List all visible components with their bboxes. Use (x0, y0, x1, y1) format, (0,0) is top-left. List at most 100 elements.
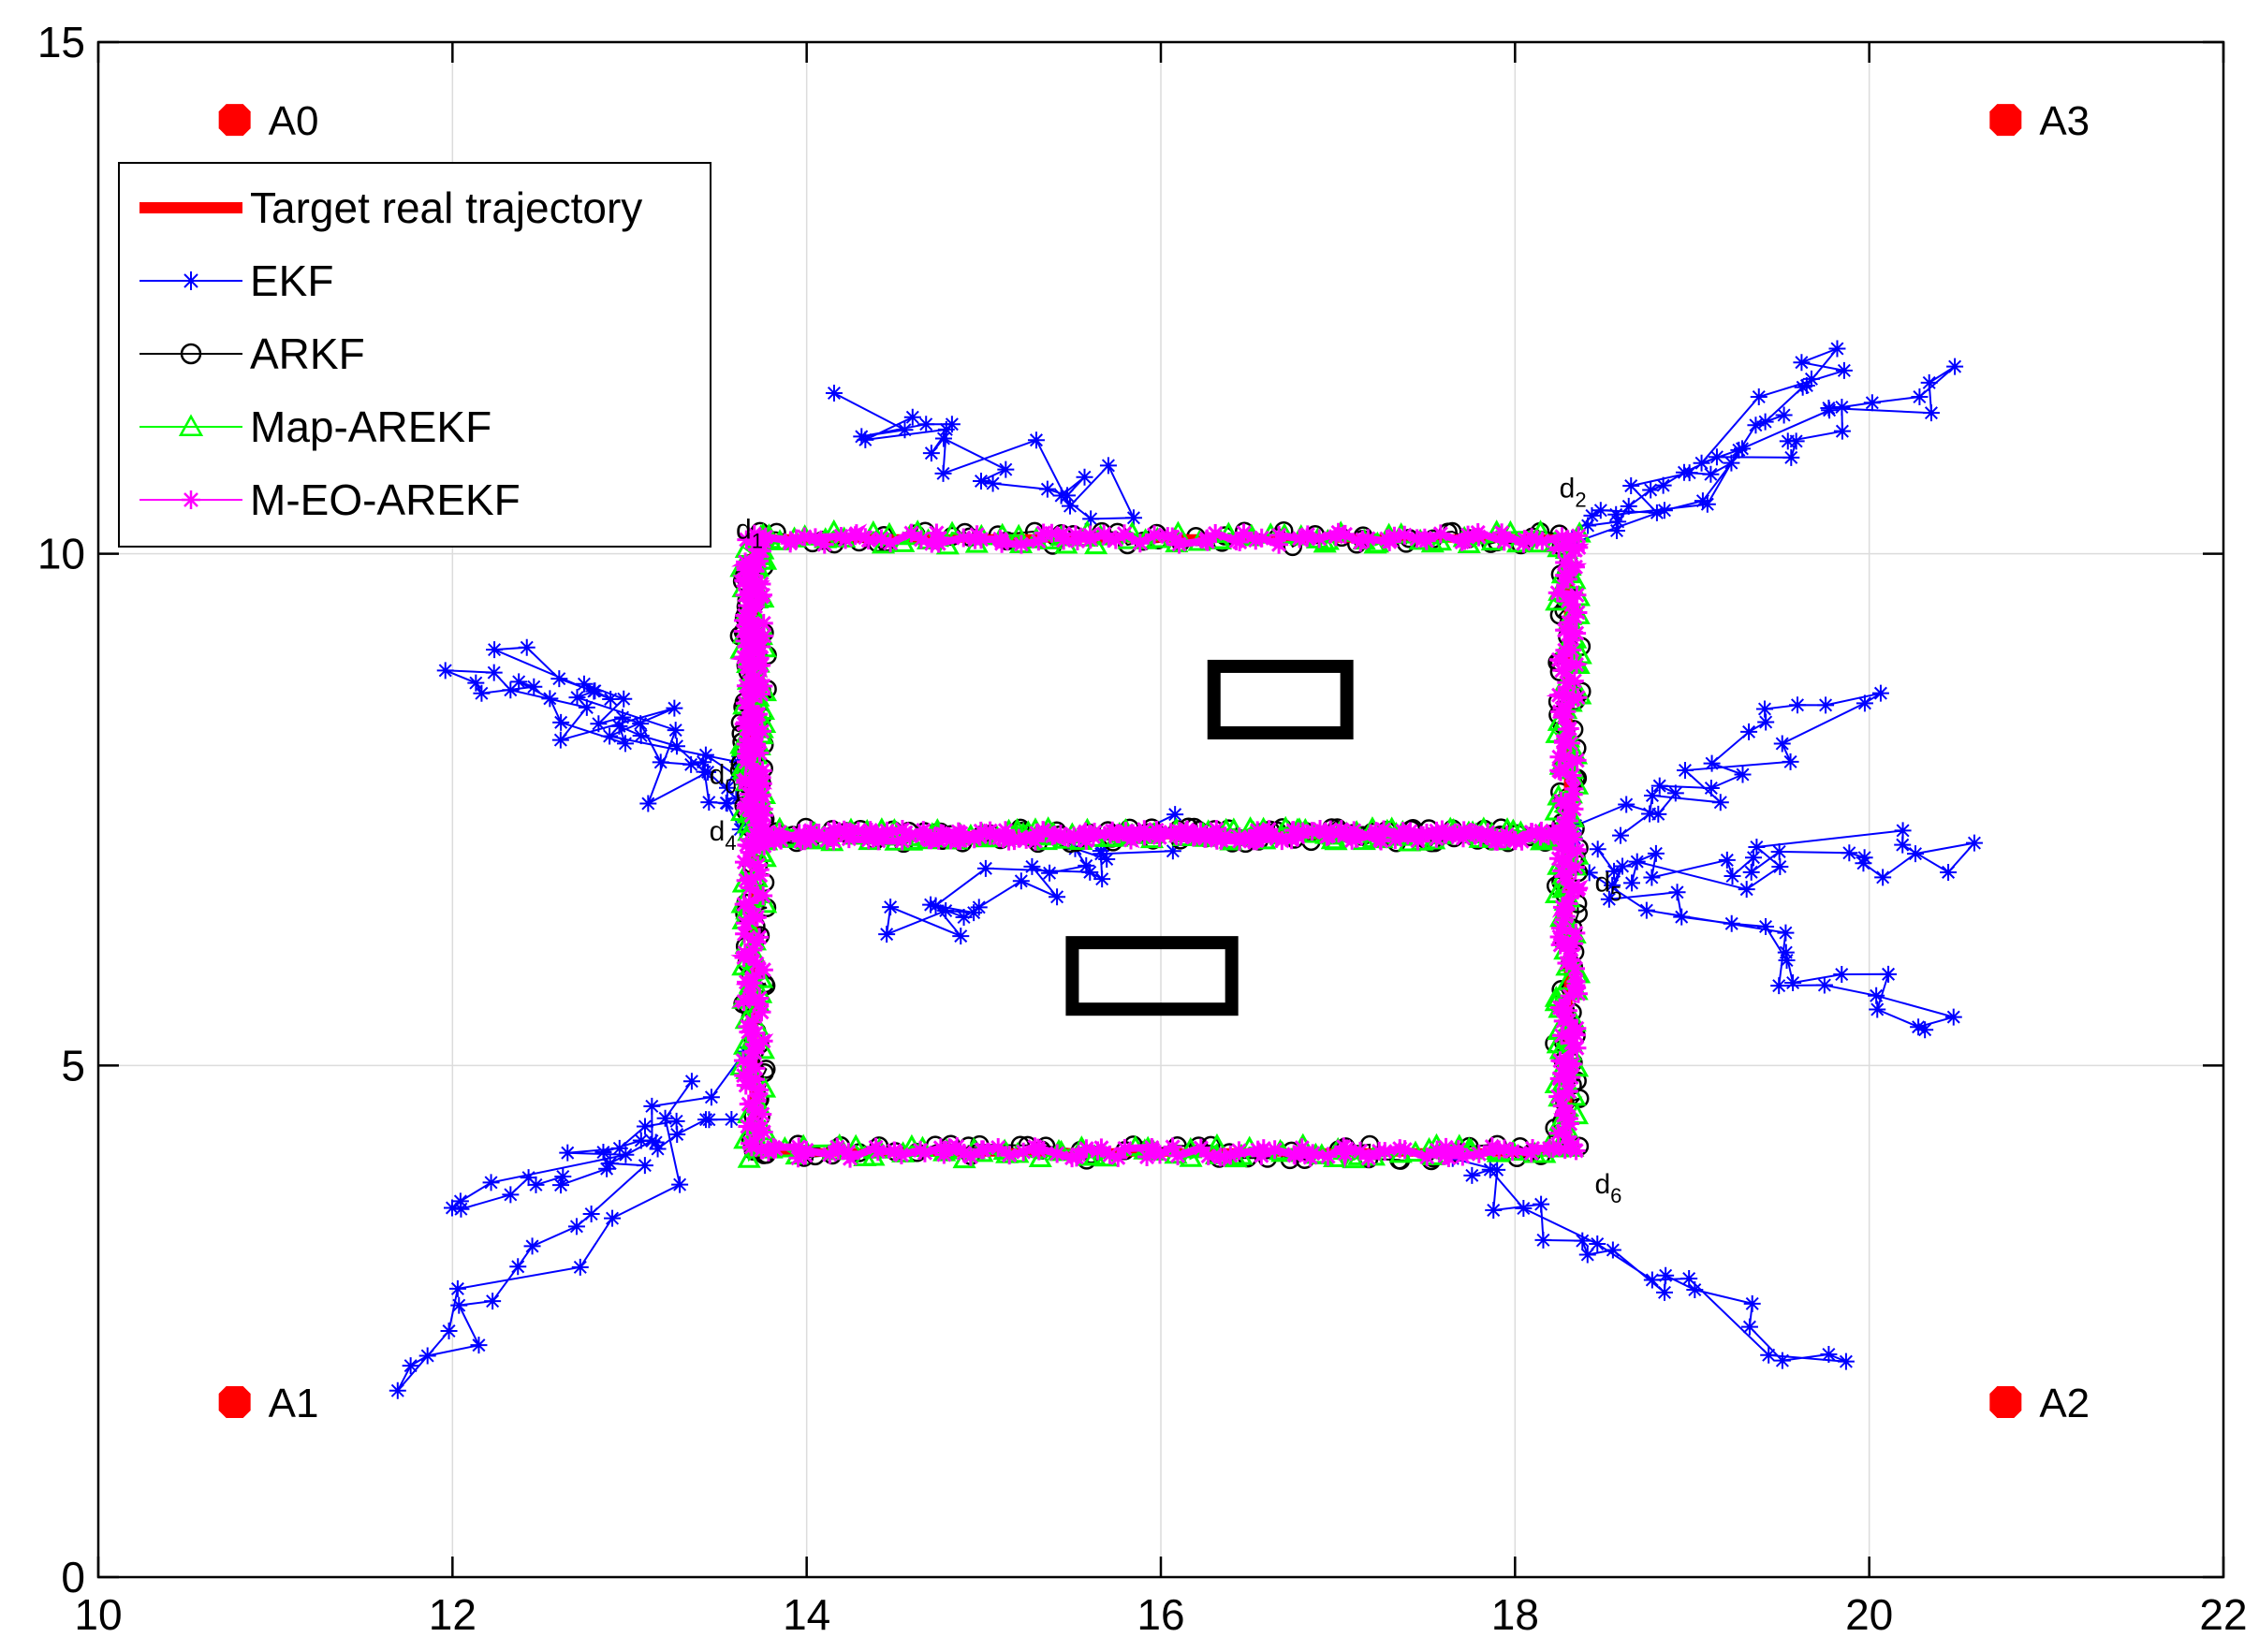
m-eo-arekf-point (1565, 557, 1585, 577)
ekf-point (1076, 468, 1093, 486)
m-eo-arekf-point (1566, 972, 1586, 991)
ekf-point (682, 1073, 700, 1090)
m-eo-arekf-point (1252, 1146, 1271, 1165)
ekf-point (1041, 864, 1059, 882)
ekf-point (1614, 857, 1632, 875)
ekf-point (1166, 806, 1184, 824)
m-eo-arekf-point (747, 907, 767, 927)
m-eo-arekf-point (824, 819, 843, 839)
m-eo-arekf-point (1317, 826, 1337, 846)
legend-entry: EKF (139, 256, 333, 305)
ekf-point (997, 461, 1015, 478)
x-tick-label: 20 (1845, 1590, 1893, 1639)
ekf-point (1907, 845, 1924, 863)
y-tick-label: 15 (37, 18, 85, 66)
ekf-point (1773, 1352, 1791, 1369)
m-eo-arekf-point (1106, 530, 1125, 549)
m-eo-arekf-point (752, 1140, 771, 1160)
m-eo-arekf-point (1568, 688, 1588, 708)
ekf-point (1579, 517, 1597, 534)
m-eo-arekf-point (1092, 1138, 1111, 1158)
m-eo-arekf-point (1564, 799, 1584, 819)
ekf-point (702, 1089, 720, 1106)
ekf-point (1784, 974, 1802, 992)
ekf-point (568, 689, 586, 707)
ekf-point (523, 1237, 541, 1255)
m-eo-arekf-point (746, 734, 766, 753)
m-eo-arekf-point (735, 924, 755, 943)
m-eo-arekf-point (881, 534, 901, 553)
m-eo-arekf-point (989, 1138, 1008, 1158)
m-eo-arekf-point (1377, 529, 1397, 548)
m-eo-arekf-point (753, 529, 772, 548)
m-eo-arekf-point (1566, 923, 1586, 943)
ekf-point (1647, 844, 1665, 862)
m-eo-arekf-point (1495, 1139, 1515, 1159)
m-eo-arekf-point (1284, 1145, 1304, 1164)
ekf-point (1734, 766, 1752, 783)
x-tick-label: 14 (783, 1590, 830, 1639)
m-eo-arekf-point (740, 658, 759, 678)
m-eo-arekf-point (795, 527, 814, 547)
m-eo-arekf-point (737, 636, 756, 656)
m-eo-arekf-point (861, 823, 881, 842)
x-tick-label: 22 (2199, 1590, 2247, 1639)
m-eo-arekf-point (1553, 851, 1573, 870)
m-eo-arekf-point (1555, 747, 1575, 767)
m-eo-arekf-point (845, 526, 865, 546)
ekf-point (1583, 506, 1601, 524)
m-eo-arekf-point (961, 1147, 980, 1166)
m-eo-arekf-point (1553, 1122, 1573, 1142)
ekf-point (1940, 863, 1958, 881)
ekf-point (1703, 754, 1721, 772)
ekf-point (668, 1125, 686, 1143)
ekf-point (440, 1323, 458, 1340)
m-eo-arekf-point (1555, 621, 1575, 640)
ekf-point (1944, 1008, 1962, 1026)
ekf-point (448, 1279, 466, 1297)
m-eo-arekf-point (892, 820, 912, 840)
ekf-point (695, 753, 712, 771)
ekf-point (937, 420, 955, 438)
m-eo-arekf-point (738, 595, 757, 615)
ekf-line (1564, 346, 1845, 548)
m-eo-arekf-point (1495, 829, 1515, 849)
m-eo-arekf-point (1503, 1142, 1522, 1162)
m-eo-arekf-point (814, 534, 834, 554)
m-eo-arekf-point (914, 821, 933, 841)
m-eo-arekf-point (877, 821, 897, 841)
m-eo-arekf-point (1246, 531, 1266, 550)
obstacle (1065, 936, 1239, 1016)
m-eo-arekf-point (739, 698, 758, 718)
m-eo-arekf-point (1417, 1148, 1437, 1167)
m-eo-arekf-point (1566, 958, 1585, 978)
m-eo-arekf-point (739, 576, 758, 595)
m-eo-arekf-point (739, 1094, 758, 1114)
m-eo-arekf-point (1521, 823, 1541, 842)
ekf-point (1124, 509, 1142, 527)
ekf-point (934, 430, 952, 447)
ekf-point (1833, 422, 1851, 440)
ekf-point (1793, 354, 1811, 372)
anchor-marker (1989, 1386, 2022, 1419)
m-eo-arekf-point (737, 835, 756, 855)
m-eo-arekf-point (1065, 525, 1085, 545)
ekf-point (1589, 1235, 1606, 1252)
m-eo-arekf-point (1408, 831, 1428, 851)
m-eo-arekf-point (1358, 529, 1378, 548)
m-eo-arekf-point (1552, 527, 1572, 547)
ekf-point (1789, 696, 1807, 714)
ekf-point (632, 1132, 650, 1149)
ekf-point (1782, 753, 1799, 770)
m-eo-arekf-point (1169, 534, 1189, 554)
ekf-point (443, 1199, 461, 1217)
obstacle (1207, 659, 1354, 740)
m-eo-arekf-point (1567, 655, 1586, 675)
m-eo-arekf-point (740, 893, 759, 913)
ekf-point (1012, 872, 1030, 890)
m-eo-arekf-point (747, 1091, 767, 1111)
m-eo-arekf-point (1461, 823, 1481, 842)
ekf-point (1702, 465, 1720, 483)
ekf-point (1775, 406, 1793, 424)
ekf-point (1622, 477, 1640, 495)
